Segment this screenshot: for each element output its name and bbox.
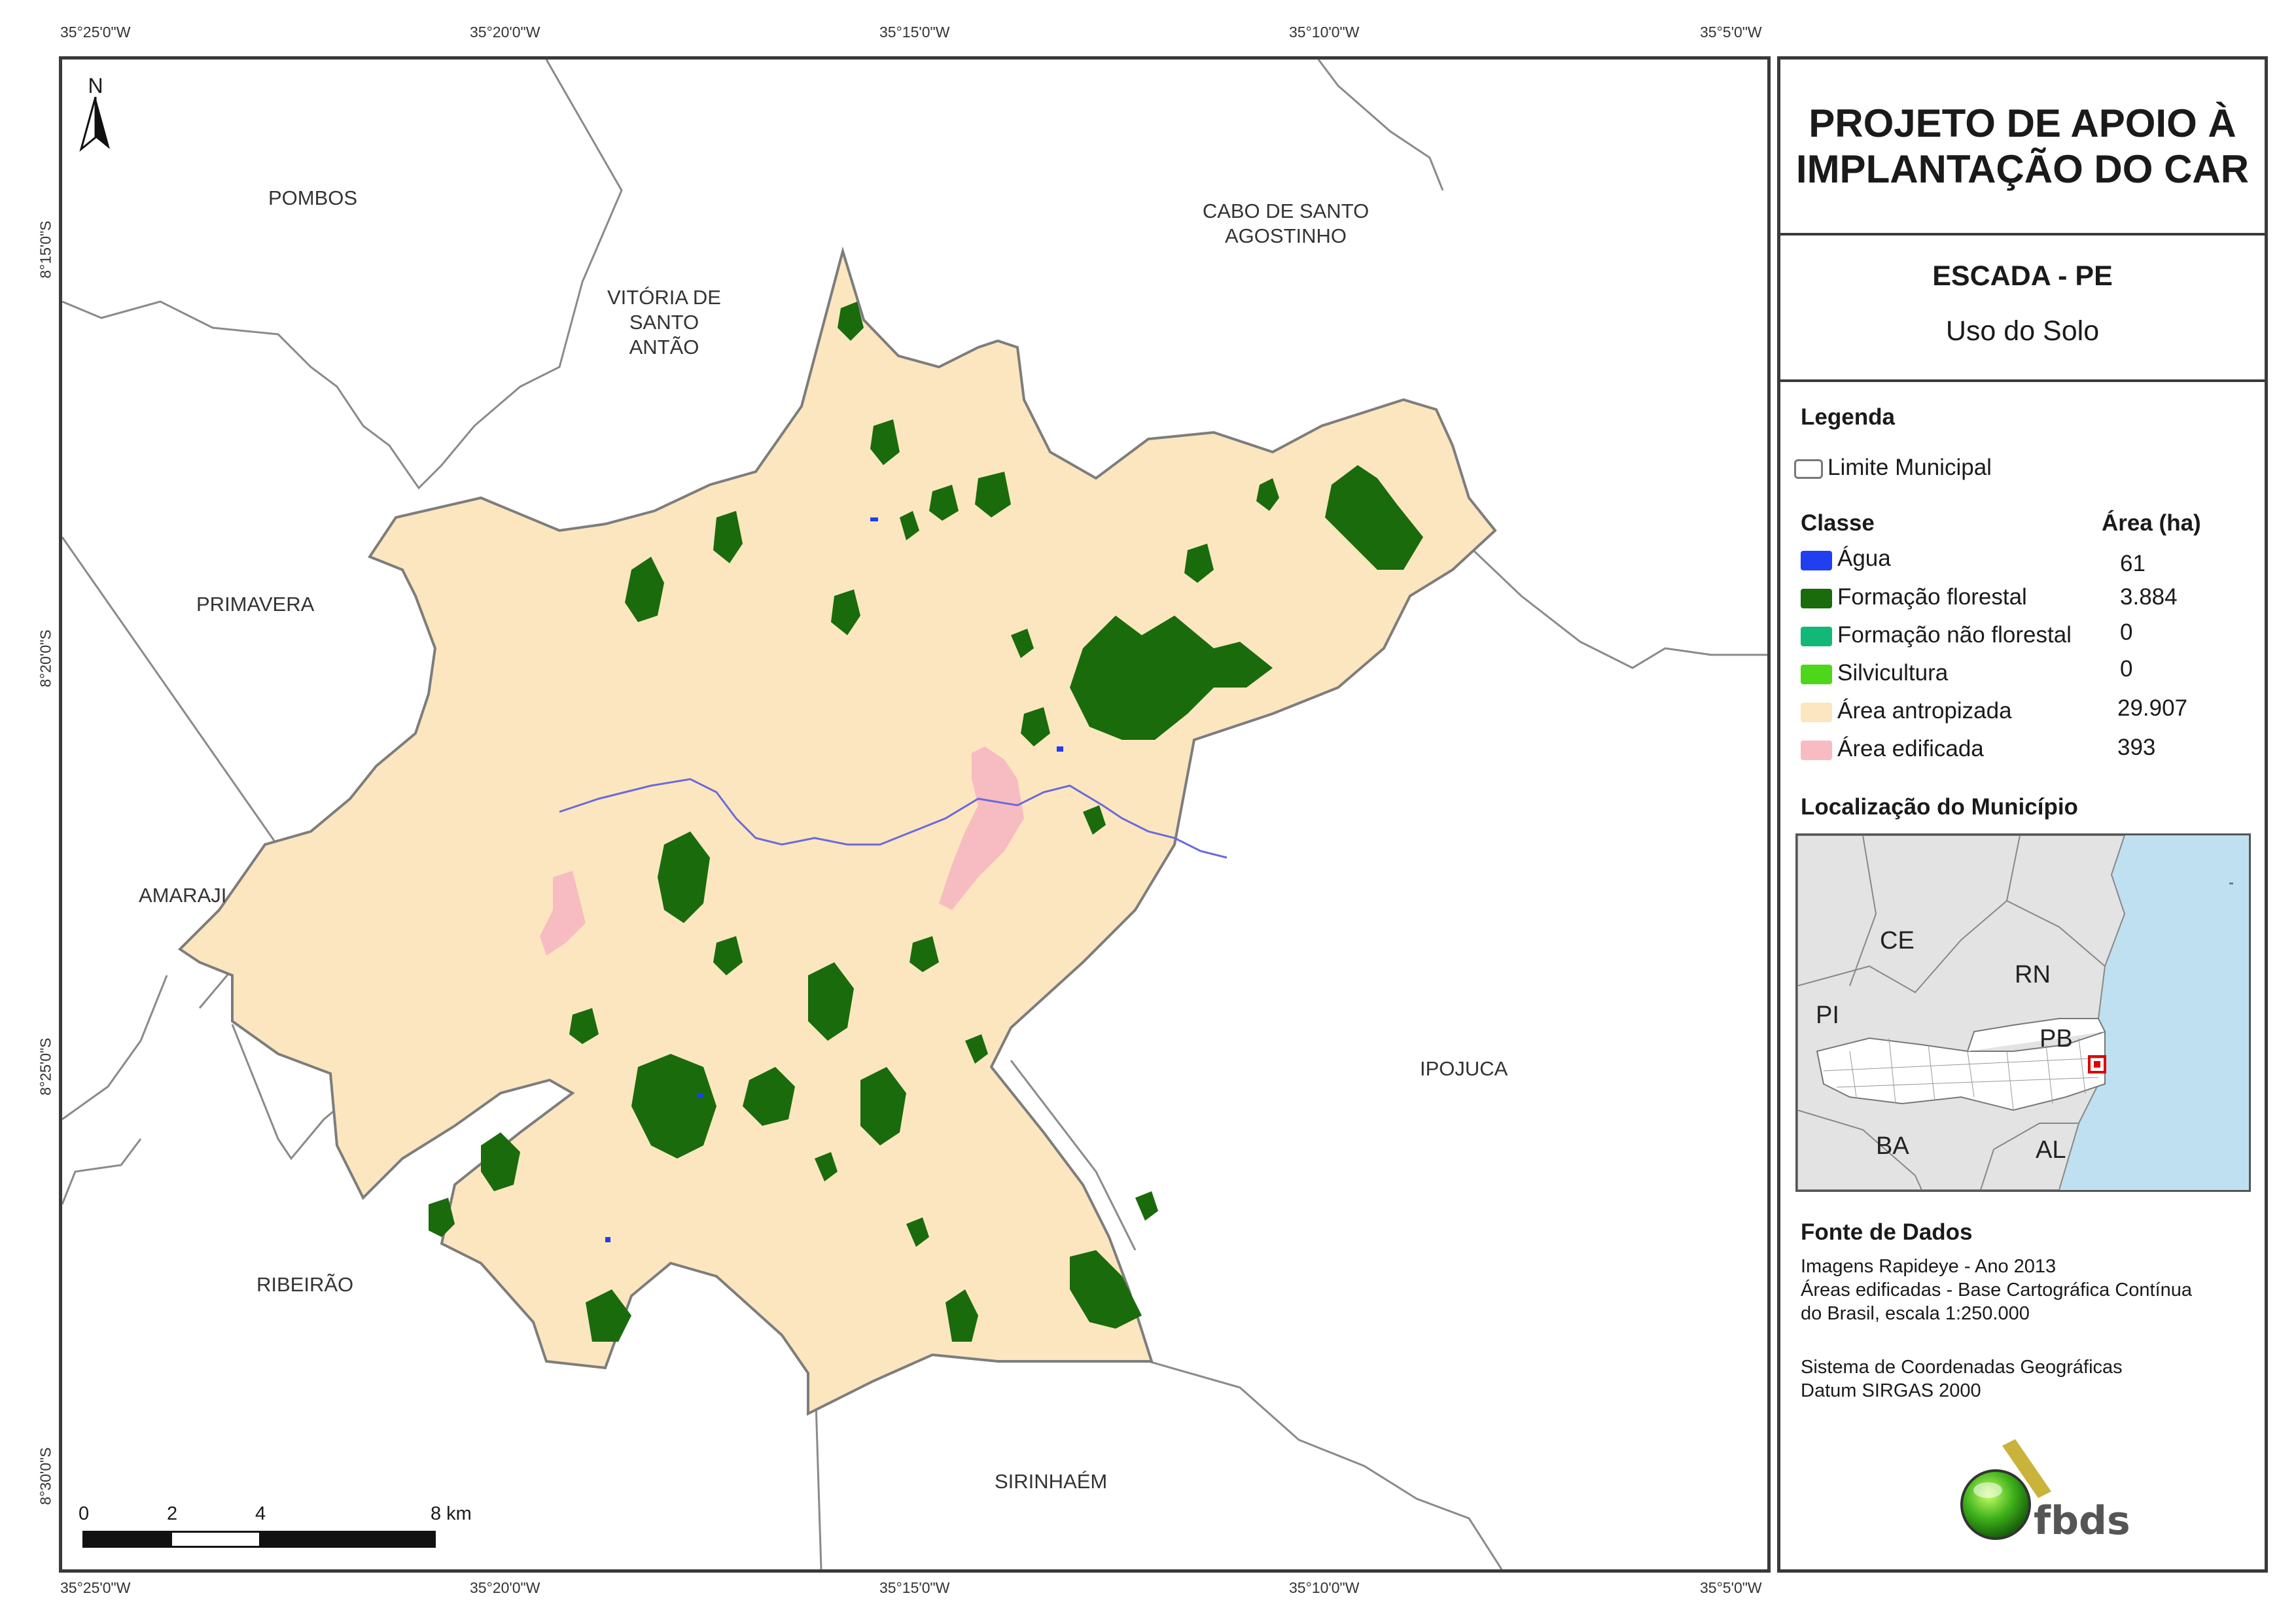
coord-left-4: 8°30'0"S [37,1447,54,1505]
label-primavera: PRIMAVERA [196,593,315,616]
sources-heading: Fonte de Dados [1801,1219,1973,1245]
sources-text: Imagens Rapideye - Ano 2013 Áreas edific… [1801,1255,2192,1325]
coord-system-line-2: Datum SIRGAS 2000 [1801,1380,1981,1401]
place-box: ESCADA - PE Uso do Solo [1780,236,2265,382]
scale-label-8: 8 km [431,1503,472,1524]
escada-area-antropizada [177,246,1497,1416]
state-ce: CE [1880,927,1915,954]
area-silvicultura: 0 [2120,656,2133,682]
source-line-2: Áreas edificadas - Base Cartográfica Con… [1801,1280,2193,1300]
map-canvas [62,60,1767,1569]
swatch-area-antropizada [1801,703,1832,722]
municipal-limit-swatch [1794,459,1823,479]
scale-label-0: 0 [79,1503,90,1524]
formacao-florestal-patches [429,302,1423,1342]
legend-heading: Legenda [1801,404,1895,430]
north-arrow-icon [79,96,110,152]
coord-bottom-4: 35°10'0"W [1289,1579,1360,1596]
coord-top-1: 35°25'0"W [60,24,131,41]
coord-top-5: 35°5'0"W [1700,24,1762,41]
coord-system-line-1: Sistema de Coordenadas Geográficas [1801,1357,2123,1378]
coord-top-2: 35°20'0"W [470,24,540,41]
info-panel [1775,56,1776,1573]
area-agua: 61 [2120,551,2146,576]
panel-title-box: PROJETO DE APOIO À IMPLANTAÇÃO DO CAR [1780,60,2265,236]
label-amaraji: AMARAJI [139,884,227,907]
state-pi: PI [1816,1002,1839,1029]
label-pombos: POMBOS [268,186,358,209]
swatch-formacao-nao-florestal [1801,627,1832,646]
coord-left-1: 8°15'0"S [37,220,54,279]
area-heading: Área (ha) [2102,510,2201,536]
label-vitoria: VITÓRIA DE SANTO ANTÃO [607,286,721,358]
coord-system-text: Sistema de Coordenadas Geográficas Datum… [1801,1355,2123,1403]
state-pb: PB [2040,1025,2073,1053]
state-ba: BA [1876,1132,1909,1160]
label-ipojuca: IPOJUCA [1420,1057,1508,1080]
coord-top-4: 35°10'0"W [1289,24,1360,41]
north-arrow: N [76,75,115,160]
class-formacao-florestal: Formação florestal [1837,584,2027,610]
coord-bottom-3: 35°15'0"W [879,1579,950,1596]
municipal-limit-label: Limite Municipal [1828,455,1992,480]
agua-patches [605,517,1063,1242]
map-frame [59,56,1771,1573]
coord-left-3: 8°25'0"S [37,1038,54,1096]
place-title: ESCADA - PE [1932,260,2113,292]
north-arrow-label: N [88,74,103,97]
area-edificada-patches [540,746,1024,956]
class-area-antropizada: Área antropizada [1837,698,2012,724]
source-line-1: Imagens Rapideye - Ano 2013 [1801,1256,2057,1277]
area-formacao-florestal: 3.884 [2120,584,2178,610]
class-area-edificada: Área edificada [1837,736,1984,761]
location-inset-map: CE RN PI PB BA AL [1795,833,2251,1192]
scale-bar-graphic [82,1531,436,1548]
coord-left-2: 8°20'0"S [37,629,54,688]
coord-bottom-1: 35°25'0"W [60,1579,131,1596]
label-ribeirao: RIBEIRÃO [256,1273,354,1296]
swatch-formacao-florestal [1801,589,1832,608]
state-rn: RN [2015,961,2051,988]
class-heading: Classe [1801,510,1875,536]
class-formacao-nao-florestal: Formação não florestal [1837,622,2072,648]
label-cabo: CABO DE SANTO AGOSTINHO [1202,200,1369,247]
coord-top-3: 35°15'0"W [879,24,950,41]
panel-frame [1777,56,2268,1573]
scale-bar: 0 2 4 8 km [72,1503,478,1556]
class-agua: Água [1837,546,1891,571]
label-sirinhaem: SIRINHAÉM [995,1470,1108,1493]
coord-bottom-2: 35°20'0"W [470,1579,540,1596]
area-area-antropizada: 29.907 [2117,695,2188,721]
class-silvicultura: Silvicultura [1837,660,1949,686]
fbds-logo: fbds [1956,1433,2130,1550]
swatch-area-edificada [1801,741,1832,760]
swatch-silvicultura [1801,665,1832,684]
project-title-line-2: IMPLANTAÇÃO DO CAR [1795,147,2250,191]
area-area-edificada: 393 [2117,735,2156,760]
swatch-agua [1801,551,1832,570]
coord-bottom-5: 35°5'0"W [1700,1579,1762,1596]
source-line-3: do Brasil, escala 1:250.000 [1801,1303,2030,1324]
location-heading: Localização do Município [1801,794,2078,820]
fbds-logo-text: fbds [2034,1498,2130,1544]
area-formacao-nao-florestal: 0 [2120,620,2133,645]
scale-label-2: 2 [167,1503,178,1524]
fbds-logo-icon [1960,1439,2051,1540]
project-title-line-1: PROJETO DE APOIO À [1809,101,2236,145]
scale-label-4: 4 [255,1503,266,1524]
map-subtitle: Uso do Solo [1945,315,2100,347]
location-map-svg [1797,835,2233,1190]
river [559,778,1227,859]
state-al: AL [2036,1136,2066,1164]
